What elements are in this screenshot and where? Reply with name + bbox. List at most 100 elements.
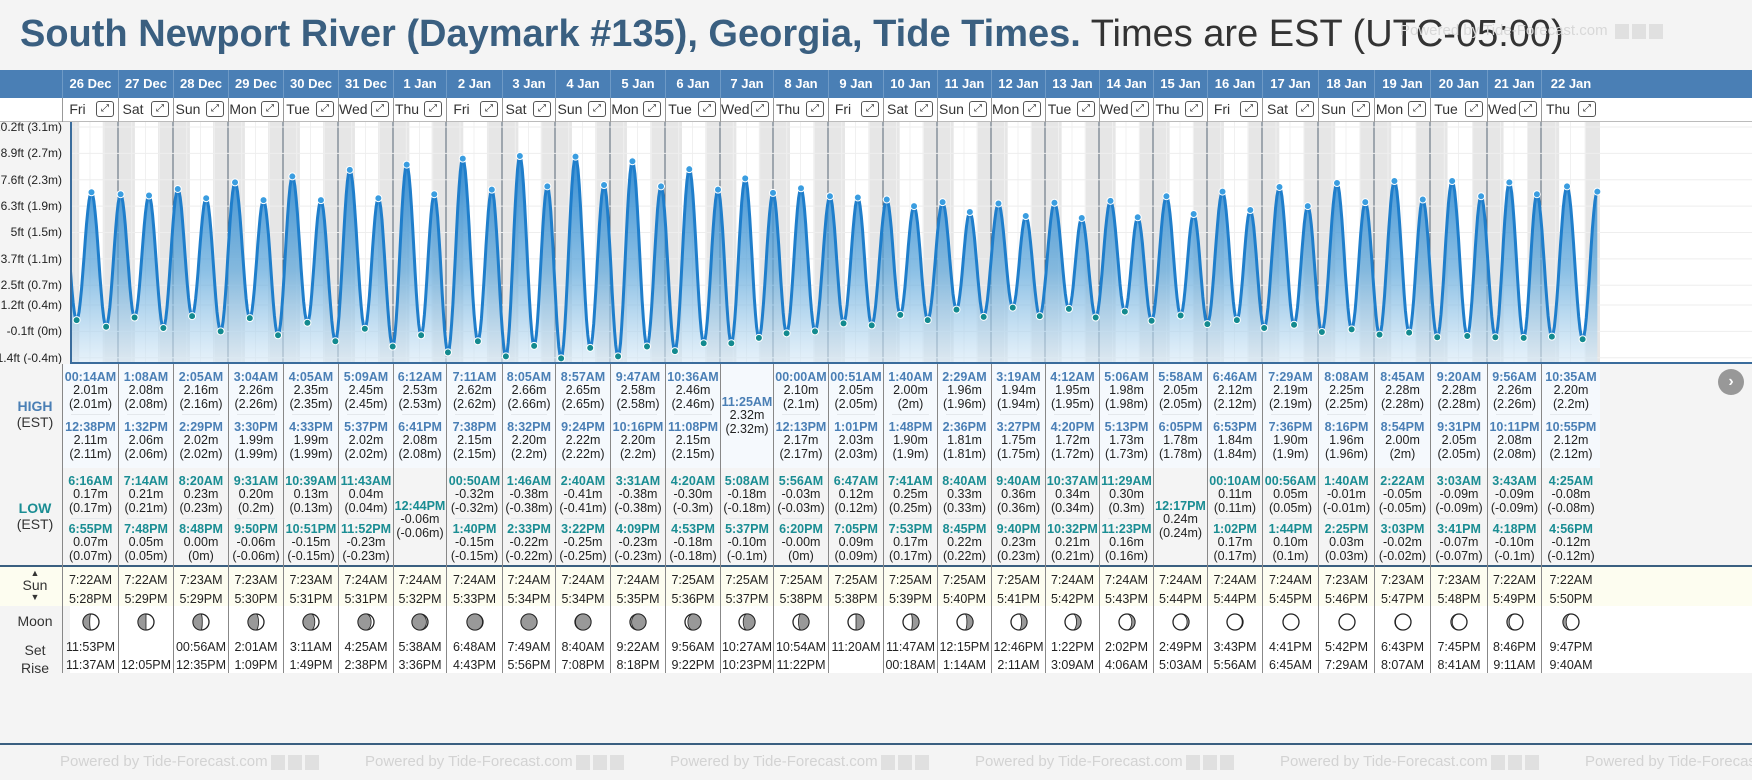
low-tide-event: 2:40AM -0.41m (-0.41m) [556, 474, 610, 515]
tide-time: 10:51PM [285, 522, 337, 536]
expand-day-icon[interactable]: ⤢ [1185, 101, 1203, 117]
sunrise-time: 7:23AM [1437, 573, 1481, 587]
expand-day-icon[interactable]: ⤢ [1408, 101, 1426, 117]
tide-height: 2.26m [238, 383, 274, 397]
expand-day-icon[interactable]: ⤢ [533, 101, 551, 117]
tide-height: -0.08m [1551, 487, 1591, 501]
tide-time: 9:50PM [234, 522, 278, 536]
low-tide-event: 8:20AM 0.23m (0.23m) [174, 474, 228, 515]
moon-phase-icon [738, 613, 756, 631]
expand-day-icon[interactable]: ⤢ [480, 101, 498, 117]
tide-time: 6:05PM [1158, 420, 1203, 434]
high-tide-point [1593, 187, 1602, 196]
moon-phase-icon [901, 613, 920, 631]
expand-day-icon[interactable]: ⤢ [698, 101, 716, 117]
expand-day-icon[interactable]: ⤢ [861, 101, 879, 117]
tide-time: 3:30PM [234, 420, 278, 434]
tide-time: 1:32PM [124, 420, 168, 434]
tide-height: 1.95m [1055, 383, 1090, 397]
high-tide-point [1189, 210, 1198, 219]
expand-day-icon[interactable]: ⤢ [1296, 101, 1314, 117]
tide-height-alt: (0.17m) [68, 500, 113, 515]
tide-time: 2:25PM [1324, 522, 1369, 536]
day-column: 7:29AM 2.19m (2.19m) 7:36PM 1.90m (1.9m) 00:56… [1262, 364, 1318, 673]
expand-day-icon[interactable]: ⤢ [96, 101, 114, 117]
expand-day-icon[interactable]: ⤢ [915, 101, 933, 117]
high-tide-point [202, 194, 211, 203]
weekday-label: Sat [505, 101, 527, 117]
high-tide-point [345, 165, 354, 174]
tide-height: 2.15m [457, 433, 492, 447]
tide-time: 10:16PM [612, 420, 664, 434]
weekday-label: Fri [453, 101, 470, 117]
expand-day-icon[interactable]: ⤢ [588, 101, 606, 117]
tide-time: 6:12AM [397, 370, 443, 384]
high-tide-point [796, 184, 805, 193]
high-tide-event: 8:45AM 2.28m (2.28m) [1375, 370, 1430, 411]
expand-day-icon[interactable]: ⤢ [1023, 101, 1041, 117]
high-tide-point [657, 182, 666, 191]
tide-height-alt: (2.66m) [507, 396, 551, 411]
expand-day-icon[interactable]: ⤢ [1240, 101, 1258, 117]
tide-time: 8:32PM [507, 420, 551, 434]
expand-day-icon[interactable]: ⤢ [1519, 101, 1537, 117]
sunrise-time: 7:24AM [616, 573, 660, 587]
tide-height-alt: (2.08m) [1492, 446, 1537, 461]
tide-height: 2.25m [1329, 383, 1364, 397]
tide-height-alt: (0.07m) [68, 548, 113, 563]
expand-day-icon[interactable]: ⤢ [806, 101, 824, 117]
tide-time: 7:29AM [1268, 370, 1313, 384]
tide-logo-icon [575, 754, 590, 770]
tide-height-alt: (-0.15m) [287, 548, 335, 563]
moonset-time: 7:45PM [1437, 640, 1481, 654]
tide-time: 3:41PM [1437, 522, 1481, 536]
sunrise-time: 7:24AM [561, 573, 605, 587]
high-tide-event: 10:35AM 2.20m (2.2m) [1542, 370, 1600, 411]
y-tick-label: -1.4ft (-0.4m) [0, 350, 62, 365]
tide-height-alt: (0.11m) [1213, 500, 1257, 515]
expand-day-icon[interactable]: ⤢ [1465, 101, 1483, 117]
expand-day-icon[interactable]: ⤢ [1352, 101, 1370, 117]
moonset-time: 10:27AM [721, 640, 773, 654]
tide-time: 5:08AM [724, 474, 770, 488]
high-tide-point [487, 185, 496, 194]
low-tide-event: 10:39AM 0.13m (0.13m) [284, 474, 338, 515]
expand-day-icon[interactable]: ⤢ [206, 101, 224, 117]
high-tide-event: 6:05PM 1.78m (1.78m) [1154, 420, 1207, 461]
sunrise-time: 7:25AM [996, 573, 1041, 587]
expand-day-icon[interactable]: ⤢ [151, 101, 169, 117]
expand-day-icon[interactable]: ⤢ [371, 101, 389, 117]
low-tide-point [782, 329, 791, 338]
tide-time: 7:11AM [452, 370, 497, 384]
expand-day-icon[interactable]: ⤢ [969, 101, 987, 117]
date-header: 9 Jan [828, 70, 883, 98]
scroll-right-button[interactable]: › [1718, 369, 1744, 395]
tide-height-alt: (-0.15m) [450, 548, 499, 563]
date-header: 14 Jan [1099, 70, 1153, 98]
moonrise-time: 11:37AM [65, 658, 116, 672]
expand-day-icon[interactable]: ⤢ [751, 101, 769, 117]
expand-day-icon[interactable]: ⤢ [316, 101, 334, 117]
weekday-cell: Thu ⤢ [1541, 98, 1600, 122]
date-header: 12 Jan [991, 70, 1045, 98]
low-tide-point [1120, 307, 1129, 316]
tide-logo-icon [1185, 754, 1200, 770]
weekday-cell: Fri ⤢ [446, 98, 502, 122]
tide-time: 4:33PM [289, 420, 333, 434]
low-tide-point [1547, 332, 1556, 341]
weekday-cell: Mon ⤢ [610, 98, 665, 122]
expand-day-icon[interactable]: ⤢ [1578, 101, 1596, 117]
expand-day-icon[interactable]: ⤢ [424, 101, 442, 117]
expand-day-icon[interactable]: ⤢ [1077, 101, 1095, 117]
expand-day-icon[interactable]: ⤢ [261, 101, 279, 117]
tide-height: 1.99m [238, 433, 274, 447]
sun-row [0, 565, 1752, 606]
tide-height-alt: (-0.23m) [614, 548, 662, 563]
low-sublabel: (EST) [16, 516, 54, 532]
tide-time: 5:13PM [1104, 420, 1149, 434]
low-tide-point [896, 310, 905, 319]
expand-day-icon[interactable]: ⤢ [643, 101, 661, 117]
tide-time: 12:17PM [1155, 499, 1206, 513]
expand-day-icon[interactable]: ⤢ [1131, 101, 1149, 117]
tide-height: 0.16m [1109, 535, 1144, 549]
